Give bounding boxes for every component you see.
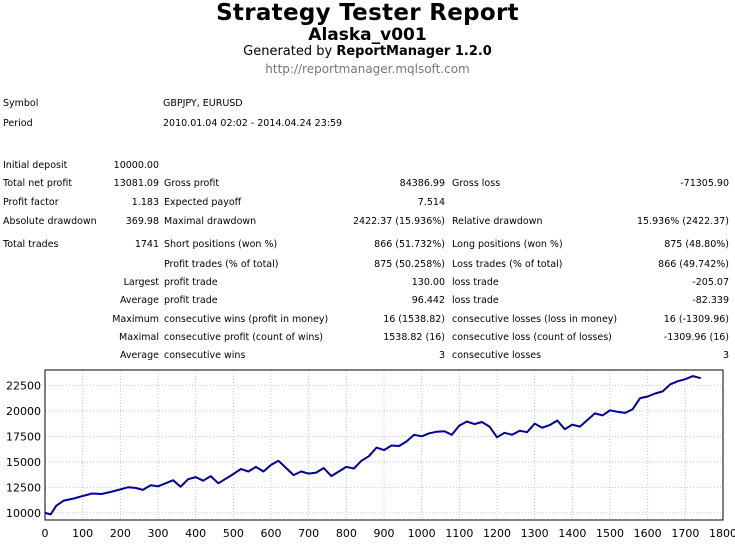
initial-deposit-value: 10000.00: [113, 160, 159, 171]
average-label: Average: [119, 295, 159, 306]
generated-by: Generated by ReportManager 1.2.0: [0, 44, 735, 59]
period-value: 2010.01.04 02:02 - 2014.04.24 23:59: [163, 118, 343, 129]
average-profit-trade-label: profit trade: [164, 295, 218, 306]
largest-profit-trade-label: profit trade: [164, 277, 218, 288]
average-consecutive-label: Average: [119, 350, 159, 361]
largest-label: Largest: [123, 277, 159, 288]
maximal-consecutive-loss-label: consecutive loss (count of losses): [452, 332, 612, 343]
largest-loss-trade-label: loss trade: [452, 277, 499, 288]
chart-grid: [45, 370, 723, 520]
y-tick-label: 12500: [6, 481, 41, 494]
avg-consecutive-losses-value: 3: [722, 350, 729, 361]
initial-deposit-label: Initial deposit: [3, 160, 68, 171]
x-tick-label: 1000: [408, 527, 436, 540]
symbol-value: GBPJPY, EURUSD: [163, 98, 243, 109]
y-axis-ticks: 10000 12500 15000 17500 20000 22500: [6, 379, 41, 520]
x-tick-label: 500: [223, 527, 244, 540]
report-title: Strategy Tester Report: [216, 0, 519, 26]
gross-loss-value: -71305.90: [680, 178, 729, 189]
max-consecutive-losses-label: consecutive losses (loss in money): [452, 314, 618, 325]
maximal-label: Maximal: [119, 332, 159, 343]
total-net-profit-value: 13081.09: [113, 178, 159, 189]
maximal-drawdown-label: Maximal drawdown: [164, 216, 257, 227]
x-tick-label: 1500: [596, 527, 624, 540]
x-tick-label: 700: [298, 527, 319, 540]
total-trades-label: Total trades: [3, 239, 59, 250]
long-positions-value: 875 (48.80%): [664, 239, 729, 250]
generator-app: ReportManager 1.2.0: [336, 44, 492, 59]
absolute-drawdown-label: Absolute drawdown: [3, 216, 97, 227]
x-tick-label: 1100: [445, 527, 473, 540]
profit-trades-label: Profit trades (% of total): [164, 259, 279, 270]
average-loss-trade-label: loss trade: [452, 295, 499, 306]
loss-trades-label: Loss trades (% of total): [452, 259, 563, 270]
average-loss-trade-value: -82.339: [692, 295, 729, 306]
period-label: Period: [3, 118, 33, 129]
y-tick-label: 22500: [6, 379, 41, 392]
gross-profit-label: Gross profit: [164, 178, 220, 189]
profit-factor-label: Profit factor: [3, 197, 59, 208]
y-tick-label: 15000: [6, 456, 41, 469]
avg-consecutive-wins-label: consecutive wins: [164, 350, 246, 361]
x-tick-label: 1700: [671, 527, 699, 540]
largest-loss-trade-value: -205.07: [692, 277, 729, 288]
short-positions-label: Short positions (won %): [164, 239, 278, 250]
relative-drawdown-label: Relative drawdown: [452, 216, 543, 227]
maximal-drawdown-value: 2422.37 (15.936%): [353, 216, 445, 227]
maximal-consecutive-loss-value: -1309.96 (16): [663, 332, 729, 343]
total-trades-value: 1741: [134, 239, 159, 250]
x-tick-label: 0: [42, 527, 49, 540]
max-consecutive-wins-value: 16 (1538.82): [383, 314, 445, 325]
gross-profit-value: 84386.99: [399, 178, 445, 189]
x-tick-label: 1300: [521, 527, 549, 540]
maximum-label: Maximum: [112, 314, 159, 325]
average-profit-trade-value: 96.442: [411, 295, 445, 306]
y-tick-label: 17500: [6, 430, 41, 443]
symbol-label: Symbol: [3, 98, 39, 109]
x-tick-label: 900: [374, 527, 395, 540]
x-tick-label: 600: [261, 527, 282, 540]
strategy-name: Alaska_v001: [308, 25, 427, 45]
x-tick-label: 300: [148, 527, 169, 540]
maximal-consecutive-profit-value: 1538.82 (16): [383, 332, 445, 343]
x-axis-ticks: 0 100 200 300 400 500 600 700 800 900 1000 1100 1200…: [42, 527, 735, 540]
balance-line: [44, 375, 702, 516]
absolute-drawdown-value: 369.98: [125, 216, 159, 227]
expected-payoff-label: Expected payoff: [164, 197, 242, 208]
report-url[interactable]: http://reportmanager.mqlsoft.com: [265, 62, 470, 76]
profit-factor-value: 1.183: [131, 197, 159, 208]
plot-area: [44, 369, 724, 521]
x-tick-label: 1600: [634, 527, 662, 540]
avg-consecutive-wins-value: 3: [438, 350, 445, 361]
x-tick-label: 1200: [483, 527, 511, 540]
x-tick-label: 200: [110, 527, 131, 540]
total-net-profit-label: Total net profit: [3, 178, 73, 189]
profit-trades-value: 875 (50.258%): [374, 259, 445, 270]
maximal-consecutive-profit-label: consecutive profit (count of wins): [164, 332, 324, 343]
relative-drawdown-value: 15.936% (2422.37): [637, 216, 729, 227]
y-tick-label: 10000: [6, 507, 41, 520]
x-tick-label: 800: [336, 527, 357, 540]
x-tick-label: 1400: [558, 527, 586, 540]
long-positions-label: Long positions (won %): [452, 239, 563, 250]
generated-prefix: Generated by: [243, 44, 333, 59]
short-positions-value: 866 (51.732%): [374, 239, 445, 250]
loss-trades-value: 866 (49.742%): [658, 259, 729, 270]
y-tick-label: 20000: [6, 405, 41, 418]
x-tick-label: 400: [185, 527, 206, 540]
max-consecutive-losses-value: 16 (-1309.96): [663, 314, 729, 325]
gross-loss-label: Gross loss: [452, 178, 501, 189]
x-tick-label: 1800: [709, 527, 735, 540]
max-consecutive-wins-label: consecutive wins (profit in money): [164, 314, 329, 325]
expected-payoff-value: 7.514: [417, 197, 445, 208]
largest-profit-trade-value: 130.00: [411, 277, 445, 288]
x-tick-label: 100: [72, 527, 93, 540]
avg-consecutive-losses-label: consecutive losses: [452, 350, 542, 361]
